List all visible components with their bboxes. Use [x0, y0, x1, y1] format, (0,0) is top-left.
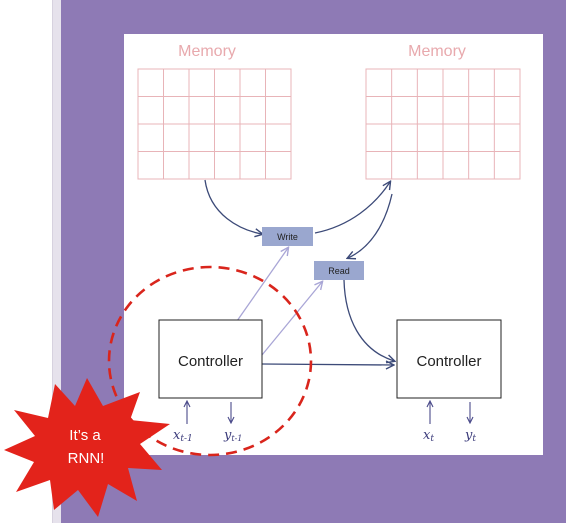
rnn-starburst-callout: [4, 378, 170, 517]
rnn-dashed-circle: [107, 265, 313, 457]
controller-left-label: Controller: [178, 353, 243, 370]
arrow-write-to-memory: [314, 182, 390, 234]
arrow-controller-to-controller: [261, 364, 393, 365]
slide-edge: [52, 0, 61, 523]
arrow-memory-to-write: [204, 179, 262, 234]
read-label: Read: [328, 266, 350, 276]
memory-grid-left: [137, 68, 292, 180]
left-output-label: yt-1: [223, 428, 242, 443]
memory-title-right: Memory: [408, 43, 466, 60]
write-label: Write: [277, 232, 298, 242]
left-input-label: xt-1: [173, 428, 193, 444]
controller-right: [396, 319, 502, 399]
read-box: [314, 261, 364, 280]
arrow-controller-to-read: [261, 282, 322, 356]
arrow-read-to-controller: [343, 279, 394, 361]
controller-right-label: Controller: [416, 353, 481, 370]
memory-title-left: Memory: [178, 43, 236, 60]
arrow-memory-to-read: [348, 193, 393, 258]
callout-line-2: RNN!: [68, 450, 105, 467]
write-box: [262, 227, 313, 246]
callout-line-1: It’s a: [69, 427, 101, 444]
right-input-label: xt: [423, 428, 434, 444]
memory-grid-right: [365, 68, 521, 180]
arrow-controller-to-write: [236, 248, 288, 322]
right-output-label: yt: [464, 428, 476, 444]
controller-left: [158, 319, 263, 399]
